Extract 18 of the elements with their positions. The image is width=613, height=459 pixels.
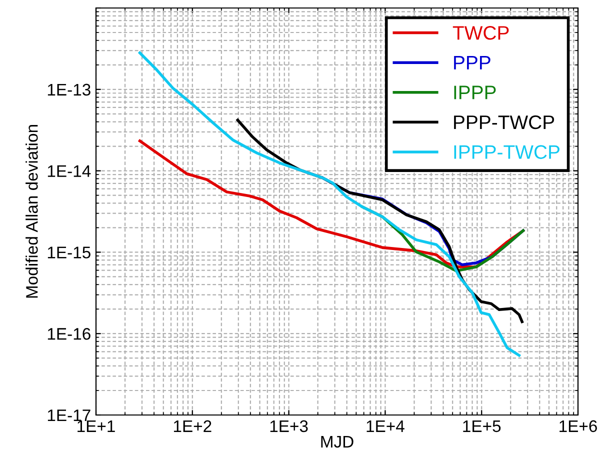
legend-label: TWCP	[452, 26, 509, 40]
y-tick-label: 1E-17	[48, 410, 90, 422]
y-tick-label: 1E-14	[48, 165, 91, 177]
y-axis-title: Modified Allan deviation	[26, 125, 38, 298]
legend-label: PPP	[454, 56, 490, 70]
x-tick-label: 1E+2	[174, 420, 212, 432]
y-tick-label: 1E-15	[48, 246, 90, 258]
x-tick-label: 1E+4	[366, 420, 404, 432]
y-tick-label: 1E-16	[48, 328, 90, 340]
x-axis-title: MJD	[321, 436, 354, 448]
x-tick-label: 1E+6	[560, 420, 597, 432]
x-tick-label: 1E+1	[78, 420, 115, 432]
y-tick-label: 1E-13	[48, 84, 90, 96]
x-tick-label: 1E+5	[463, 420, 501, 432]
legend-label: IPPP-TWCP	[454, 145, 560, 159]
legend-label: PPP-TWCP	[454, 115, 554, 130]
legend-label: IPPP	[454, 86, 496, 100]
x-tick-label: 1E+3	[270, 420, 308, 432]
